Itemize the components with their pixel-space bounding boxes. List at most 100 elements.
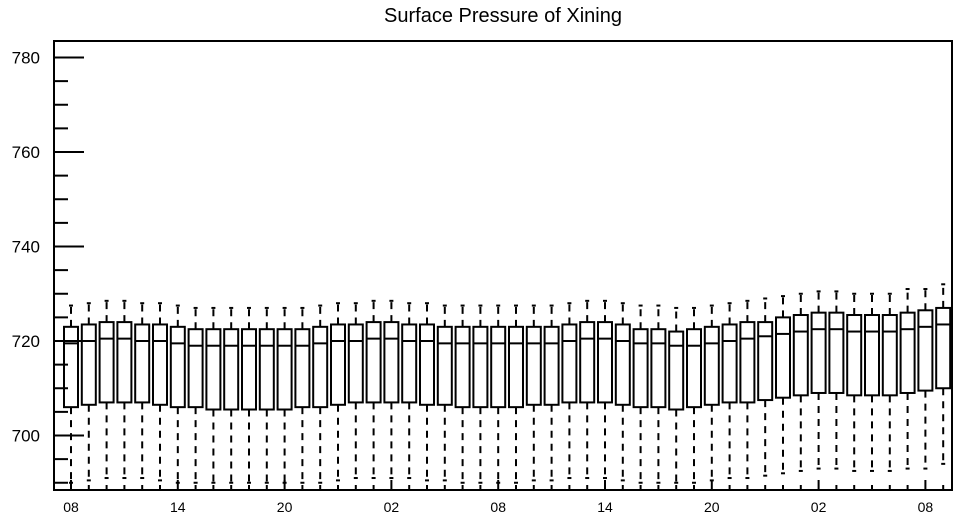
iqr-box [525, 325, 542, 406]
box-item [383, 299, 400, 480]
iqr-box [508, 325, 524, 409]
box-item [828, 290, 845, 470]
box-item [134, 302, 151, 480]
x-tick-label: 20 [277, 499, 293, 515]
x-axis: 08 14 20 02 08 14 20 02 08 [63, 480, 945, 515]
box-item [686, 306, 702, 484]
iqr-box [899, 311, 916, 394]
box-item [454, 304, 471, 484]
iqr-box [472, 325, 489, 409]
box-item [98, 299, 115, 480]
iqr-box [330, 323, 346, 406]
iqr-box [846, 314, 863, 397]
box-item [917, 288, 934, 470]
box-item [223, 306, 240, 484]
x-tick-label: 02 [384, 499, 400, 515]
iqr-box [561, 323, 578, 404]
iqr-box [579, 321, 596, 404]
x-tick-label: 02 [811, 499, 827, 515]
box-item [312, 304, 329, 484]
iqr-box [276, 328, 293, 411]
box-item [561, 302, 578, 480]
box-item [365, 299, 382, 480]
box-item [401, 302, 418, 480]
box-item [241, 306, 257, 484]
box-item [579, 299, 596, 480]
box-item [116, 299, 133, 480]
y-tick-label: 700 [12, 427, 40, 446]
iqr-box [63, 325, 79, 409]
iqr-box [703, 325, 720, 406]
box-item [792, 292, 809, 472]
box-item [169, 304, 186, 484]
box-item [187, 306, 204, 484]
iqr-box [668, 330, 685, 411]
iqr-box [686, 328, 702, 409]
x-tick-label: 08 [63, 499, 79, 515]
box-item [935, 283, 952, 465]
box-item [508, 304, 524, 484]
box-item [525, 304, 542, 482]
box-item [152, 302, 168, 482]
box-item [739, 299, 756, 480]
iqr-box [205, 328, 222, 411]
box-item [703, 304, 720, 482]
iqr-box [792, 314, 809, 397]
iqr-box [490, 325, 507, 409]
y-axis: 700 720 740 760 780 [12, 49, 84, 484]
box-item [864, 292, 880, 472]
box-item [810, 290, 827, 470]
iqr-box [739, 321, 756, 404]
box-item [258, 306, 275, 484]
box-item [543, 304, 560, 482]
box-item [721, 302, 738, 480]
box-item [757, 297, 774, 477]
box-item [276, 306, 293, 484]
iqr-box [828, 311, 845, 394]
iqr-box [810, 311, 827, 394]
box-item [650, 304, 667, 484]
x-tick-label: 08 [918, 499, 934, 515]
plot-area: 700 720 740 760 780 08 14 20 02 08 14 20 02 08 [12, 40, 953, 515]
box-item [490, 304, 507, 484]
box-item [846, 292, 863, 472]
iqr-box [116, 321, 133, 404]
y-tick-label: 760 [12, 143, 40, 162]
iqr-box [383, 321, 400, 404]
iqr-box [169, 325, 186, 409]
x-tick-label: 08 [490, 499, 506, 515]
iqr-box [258, 328, 275, 411]
y-tick-label: 780 [12, 49, 40, 68]
iqr-box [80, 323, 97, 406]
iqr-box [241, 328, 257, 411]
box-series [63, 283, 952, 484]
iqr-box [454, 325, 471, 409]
iqr-box [917, 309, 934, 392]
iqr-box [223, 328, 240, 411]
box-item [436, 304, 453, 482]
box-item [597, 299, 613, 480]
box-item [614, 302, 631, 482]
iqr-box [98, 321, 115, 404]
box-item [775, 295, 791, 475]
iqr-box [347, 323, 364, 404]
iqr-box [614, 323, 631, 406]
box-item [632, 304, 649, 484]
iqr-box [597, 321, 613, 404]
box-item [63, 304, 79, 484]
iqr-box [757, 321, 774, 402]
x-tick-label: 20 [704, 499, 720, 515]
box-item [347, 302, 364, 480]
iqr-box [721, 323, 738, 404]
iqr-box [775, 316, 791, 399]
iqr-box [935, 306, 952, 390]
iqr-box [881, 314, 898, 397]
iqr-box [632, 328, 649, 409]
box-item [330, 302, 346, 482]
iqr-box [543, 325, 560, 406]
box-item [881, 292, 898, 472]
iqr-box [294, 328, 311, 409]
iqr-box [864, 314, 880, 397]
chart-title: Surface Pressure of Xining [384, 5, 622, 27]
